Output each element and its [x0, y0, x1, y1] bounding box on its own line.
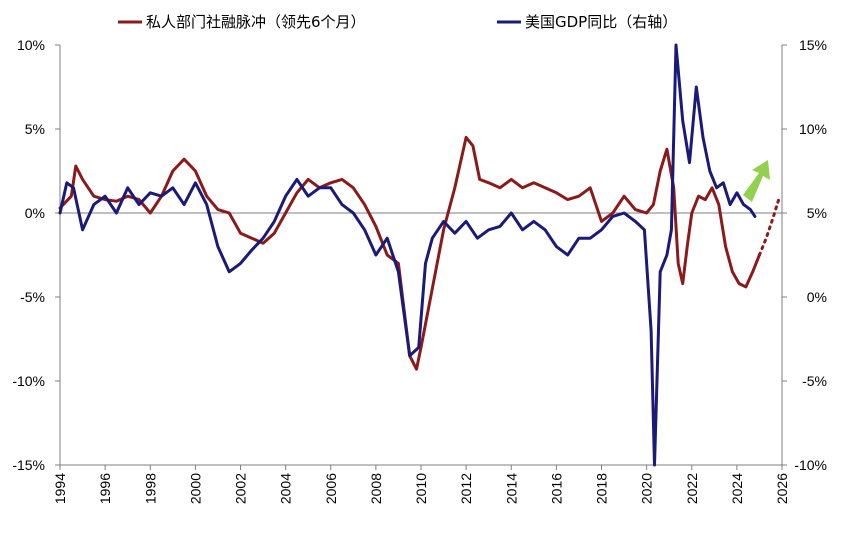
y-left-tick-label: 0%	[25, 205, 45, 221]
y-left-tick-label: 5%	[25, 121, 45, 137]
x-tick-label: 2018	[594, 473, 610, 504]
x-tick-label: 1996	[97, 473, 113, 504]
legend-label-us-gdp: 美国GDP同比（右轴）	[525, 13, 677, 31]
x-tick-label: 2000	[187, 473, 203, 504]
x-tick-label: 2024	[729, 473, 745, 504]
x-tick-label: 1994	[52, 473, 68, 504]
x-tick-label: 2014	[503, 473, 519, 504]
x-tick-label: 2020	[639, 473, 655, 504]
x-tick-label: 2016	[548, 473, 564, 504]
x-tick-label: 2012	[458, 473, 474, 504]
series-us-gdp-line	[58, 43, 757, 467]
legend-label-credit-impulse: 私人部门社融脉冲（领先6个月）	[146, 13, 366, 31]
y-left-tick-label: -15%	[12, 457, 45, 473]
x-tick-label: 2006	[323, 473, 339, 504]
x-tick-label: 2010	[413, 473, 429, 504]
trend-arrow	[743, 160, 770, 202]
y-right-tick-label: 15%	[799, 37, 827, 53]
x-tick-label: 1998	[142, 473, 158, 504]
x-tick-label: 2002	[233, 473, 249, 504]
y-right-tick-label: 10%	[799, 121, 827, 137]
series-credit-impulse-forecast-line	[757, 194, 782, 257]
legend: 私人部门社融脉冲（领先6个月） 美国GDP同比（右轴）	[118, 13, 677, 31]
arrow-icon	[743, 160, 770, 202]
x-tick-label: 2008	[368, 473, 384, 504]
y-right-tick-label: -10%	[794, 457, 827, 473]
x-tick-label: 2022	[684, 473, 700, 504]
y-left-tick-label: -5%	[20, 289, 45, 305]
y-right-tick-label: 0%	[807, 289, 827, 305]
series-credit-impulse-line	[58, 135, 761, 371]
y-right-tick-label: 5%	[807, 205, 827, 221]
y-right-tick-label: -5%	[802, 373, 827, 389]
axes: 10% 5% 0% -5% -10% -15% 15% 10% 5% 0% -5% -10% 1994 1…	[12, 37, 827, 504]
x-tick-label: 2004	[278, 473, 294, 504]
y-left-tick-label: -10%	[12, 373, 45, 389]
y-left-tick-label: 10%	[17, 37, 45, 53]
plot-series	[58, 43, 782, 467]
x-tick-label: 2026	[774, 473, 790, 504]
